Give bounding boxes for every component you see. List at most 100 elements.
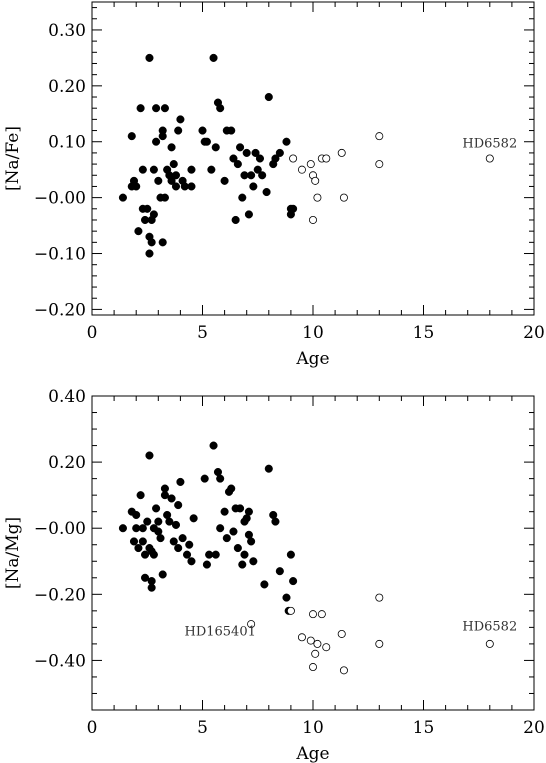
open-point (375, 132, 384, 141)
filled-point (202, 137, 211, 146)
open-point (308, 663, 317, 672)
open-point (485, 639, 494, 648)
x-tick-label: 0 (87, 323, 98, 343)
filled-point (236, 143, 245, 152)
filled-point (171, 171, 181, 180)
filled-point (182, 550, 192, 559)
filled-point (129, 537, 139, 546)
filled-point (187, 182, 196, 191)
filled-point (147, 238, 156, 247)
filled-point (236, 504, 245, 513)
filled-point (247, 537, 256, 546)
open-point (313, 193, 322, 202)
filled-point (260, 580, 269, 589)
filled-point (242, 148, 251, 157)
filled-point (249, 557, 258, 566)
filled-point (152, 504, 161, 513)
filled-point (207, 165, 216, 174)
filled-point (143, 204, 152, 213)
filled-point (152, 104, 161, 113)
filled-point (275, 148, 284, 157)
filled-point (255, 154, 265, 163)
filled-point (264, 464, 273, 473)
x-tick-label: 20 (523, 323, 545, 343)
filled-point (118, 193, 127, 202)
filled-point (149, 550, 158, 559)
filled-point (286, 550, 295, 559)
filled-point (171, 182, 181, 191)
filled-point (289, 577, 298, 586)
filled-point (160, 193, 169, 202)
open-point (306, 160, 315, 169)
filled-point (143, 517, 152, 526)
filled-point (238, 193, 247, 202)
open-point (337, 629, 346, 638)
open-point (286, 606, 295, 615)
filled-point (240, 550, 249, 559)
filled-point (187, 165, 196, 174)
filled-point (145, 451, 154, 460)
filled-point (233, 543, 242, 553)
plot-frame (91, 1, 535, 316)
filled-point (176, 477, 185, 486)
filled-point (169, 160, 178, 169)
filled-point (132, 182, 141, 191)
open-point (247, 620, 256, 629)
open-point (375, 639, 384, 648)
x-axis-label: Age (295, 349, 329, 369)
filled-point (136, 491, 145, 500)
filled-point (198, 126, 207, 135)
chart-panel-2: 0 5 10 15 20 −0.40 −0.20 −0.00 0.20 0.40 Age [Na/Mg… (3, 387, 545, 763)
open-point (322, 154, 331, 163)
x-tick-label: 15 (413, 718, 435, 738)
filled-point (160, 104, 169, 113)
filled-point (138, 524, 147, 533)
filled-point (169, 537, 178, 546)
star-annotation: HD6582 (462, 136, 517, 151)
filled-point (262, 187, 271, 197)
open-point (485, 154, 494, 163)
open-point (313, 639, 322, 648)
filled-point (220, 176, 229, 185)
y-tick-label: −0.00 (34, 519, 86, 539)
filled-point (227, 484, 236, 493)
filled-point (244, 507, 253, 516)
filled-point (158, 238, 167, 247)
filled-point (249, 182, 258, 191)
filled-point (154, 176, 163, 185)
open-point (375, 160, 384, 169)
chart-panel-1: 0 5 10 15 20 −0.20 −0.10 −0.00 0.10 0.20 0.30 Age [N… (3, 1, 545, 369)
filled-point (229, 527, 238, 536)
filled-point (138, 537, 147, 546)
filled-point (275, 567, 284, 576)
y-axis-label: [Na/Fe] (3, 126, 23, 191)
filled-point (145, 249, 154, 258)
filled-point (209, 53, 218, 62)
filled-point (244, 210, 253, 219)
open-point (317, 610, 326, 619)
star-annotation: HD165401 (184, 625, 255, 640)
filled-point (149, 210, 158, 219)
filled-point (202, 560, 211, 569)
y-tick-label: −0.10 (34, 245, 86, 265)
filled-point (145, 53, 154, 62)
filled-point (231, 215, 240, 225)
filled-point (132, 510, 141, 520)
open-point (308, 610, 317, 619)
y-tick-label: 0.20 (48, 77, 86, 97)
filled-point (220, 507, 229, 516)
filled-point (289, 204, 298, 213)
filled-point (227, 126, 236, 135)
filled-point (282, 137, 291, 146)
x-tick-label: 5 (197, 718, 208, 738)
open-point (337, 148, 346, 157)
filled-point (149, 165, 158, 174)
y-axis-label: [Na/Mg] (3, 517, 23, 589)
x-axis-label: Age (295, 744, 329, 763)
filled-point (174, 501, 183, 510)
filled-point (189, 514, 198, 523)
y-tick-label: 0.40 (48, 387, 86, 407)
y-tick-label: −0.20 (34, 585, 86, 605)
filled-point (233, 160, 242, 169)
filled-point (253, 165, 262, 174)
